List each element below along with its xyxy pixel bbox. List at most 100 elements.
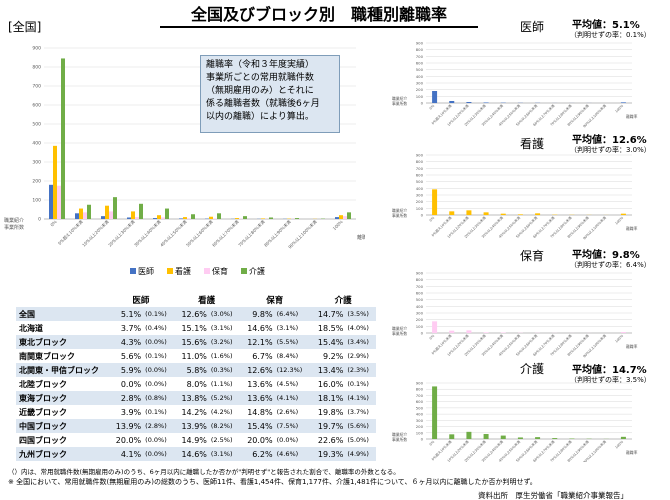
unknown-rate: (3.5%) (345, 307, 376, 321)
rate-value: 9.8% (239, 307, 275, 321)
bar-看護 (339, 215, 343, 219)
rate-value: 15.6% (173, 335, 209, 349)
y-tick-label: 0 (421, 437, 424, 442)
footnote: （）内は、常用就職件数(無期雇用のみ)のうち、6ヶ月以内に離職したか否かが"判明… (8, 468, 400, 476)
x-tick-label: 100% (614, 333, 624, 343)
y-tick-label: 200 (32, 179, 41, 185)
turnover-table: 医師 看護 保育 介護 全国 5.1% (0.1%) 12.6% (3.0%) 9.8%(… (16, 292, 376, 461)
unknown-rate: (0.3%) (208, 363, 240, 377)
bar-保育 (432, 321, 438, 333)
bar-保育 (83, 212, 87, 219)
y-tick-label: 500 (32, 122, 41, 128)
bar-介護 (466, 431, 472, 439)
y-tick-label: 800 (416, 47, 424, 52)
x-tick-label: 0% (429, 439, 436, 446)
rate-value: 5.1% (108, 307, 144, 321)
x-tick-label: 0% (49, 219, 57, 227)
x-axis-end-label: 離職率 (626, 344, 638, 349)
unknown-rate: (4.1%) (345, 391, 376, 405)
legend-swatch-保育 (204, 268, 210, 274)
bar-介護 (535, 437, 541, 439)
chart-title-care: 介護 (520, 362, 545, 376)
bar-保育 (343, 216, 347, 219)
care-bar-chart: 01002003004005006007008009000%0%超え10%未満1… (392, 381, 638, 463)
rate-value: 13.6% (239, 377, 275, 391)
y-axis-label: 事業所数 (4, 224, 24, 231)
table-row: 東北ブロック 4.3% (0.0%) 15.6% (3.2%) 12.1% (5.5%) 15… (16, 335, 376, 349)
rate-value: 19.7% (310, 419, 346, 433)
bar-保育 (620, 332, 626, 333)
bar-介護 (139, 203, 143, 219)
legend-label: 介護 (249, 266, 265, 276)
bar-看護 (157, 215, 161, 219)
bar-保育 (449, 330, 455, 333)
bar-介護 (620, 436, 626, 439)
unknown-rate: (2.5%) (208, 433, 240, 447)
rate-value: 14.9% (173, 433, 209, 447)
rate-value: 4.3% (108, 335, 144, 349)
unknown-rate-nursing: （判明せずの率：3.0%） (570, 146, 651, 154)
table-row: 北海道 3.7% (0.4%) 15.1% (3.1%) 14.6% (3.1%) 18.5%… (16, 321, 376, 335)
bar-介護 (483, 434, 489, 439)
bar-医師 (127, 217, 131, 219)
rate-value: 16.0% (310, 377, 346, 391)
unknown-rate: (3.1%) (274, 321, 311, 335)
unknown-rate: (2.6%) (274, 405, 311, 419)
rate-value: 12.1% (239, 335, 275, 349)
y-tick-label: 300 (416, 418, 424, 423)
nursing-bar-chart: 01002003004005006007008009000%0%超え10%未満1… (392, 153, 638, 241)
bar-介護 (552, 438, 558, 439)
bar-介護 (61, 58, 65, 220)
unknown-rate: (5.6%) (345, 419, 376, 433)
y-tick-label: 600 (416, 61, 424, 66)
bar-介護 (87, 204, 91, 219)
unknown-rate: (4.1%) (274, 391, 311, 405)
y-tick-label: 200 (416, 87, 424, 92)
y-tick-label: 0 (421, 213, 424, 218)
rate-value: 4.1% (108, 447, 144, 461)
bar-医師 (75, 213, 79, 219)
rate-value: 14.8% (239, 405, 275, 419)
y-tick-label: 400 (32, 141, 41, 147)
unknown-rate: (0.1%) (143, 349, 174, 363)
row-label: 四国ブロック (16, 433, 108, 447)
rate-value: 18.1% (310, 391, 346, 405)
bar-医師 (101, 216, 105, 219)
unknown-rate: (3.4%) (345, 335, 376, 349)
x-axis-end-label: 離職率 (626, 114, 638, 119)
bar-看護 (483, 212, 489, 215)
bar-介護 (113, 197, 117, 219)
bar-医師 (449, 101, 455, 103)
note-line: 係る離職者数（就職後6ヶ月 (206, 99, 320, 109)
x-tick-label: 50%以上60%未満 (184, 218, 214, 248)
bar-医師 (179, 218, 183, 219)
legend-swatch-医師 (130, 268, 136, 274)
rate-value: 15.4% (239, 419, 275, 433)
y-tick-label: 400 (416, 186, 424, 191)
unknown-rate: (1.6%) (208, 349, 240, 363)
bar-介護 (432, 386, 438, 439)
y-tick-label: 700 (416, 166, 424, 171)
rate-value: 9.2% (310, 349, 346, 363)
y-tick-label: 800 (32, 65, 41, 71)
bar-看護 (466, 210, 472, 215)
bar-看護 (432, 189, 438, 215)
note-box: 離職率（令和３年度実績） 事業所ごとの常用就職件数 （無期雇用のみ）とそれに 係… (200, 55, 340, 133)
unknown-rate: (8.2%) (208, 419, 240, 433)
rate-value: 5.6% (108, 349, 144, 363)
y-tick-label: 0 (421, 331, 424, 336)
unknown-rate: (6.4%) (274, 307, 311, 321)
y-tick-label: 300 (416, 311, 424, 316)
rate-value: 5.8% (173, 363, 209, 377)
unknown-rate: (12.3%) (274, 363, 311, 377)
rate-value: 19.3% (310, 447, 346, 461)
col-header: 看護 (173, 292, 240, 307)
note-line: 事業所ごとの常用就職件数 (206, 73, 314, 83)
bar-保育 (213, 218, 217, 219)
rate-value: 5.9% (108, 363, 144, 377)
unknown-rate: (0.0%) (143, 335, 174, 349)
unknown-rate: (0.1%) (345, 377, 376, 391)
bar-看護 (235, 218, 239, 219)
bar-医師 (466, 102, 472, 103)
bar-看護 (209, 216, 213, 219)
